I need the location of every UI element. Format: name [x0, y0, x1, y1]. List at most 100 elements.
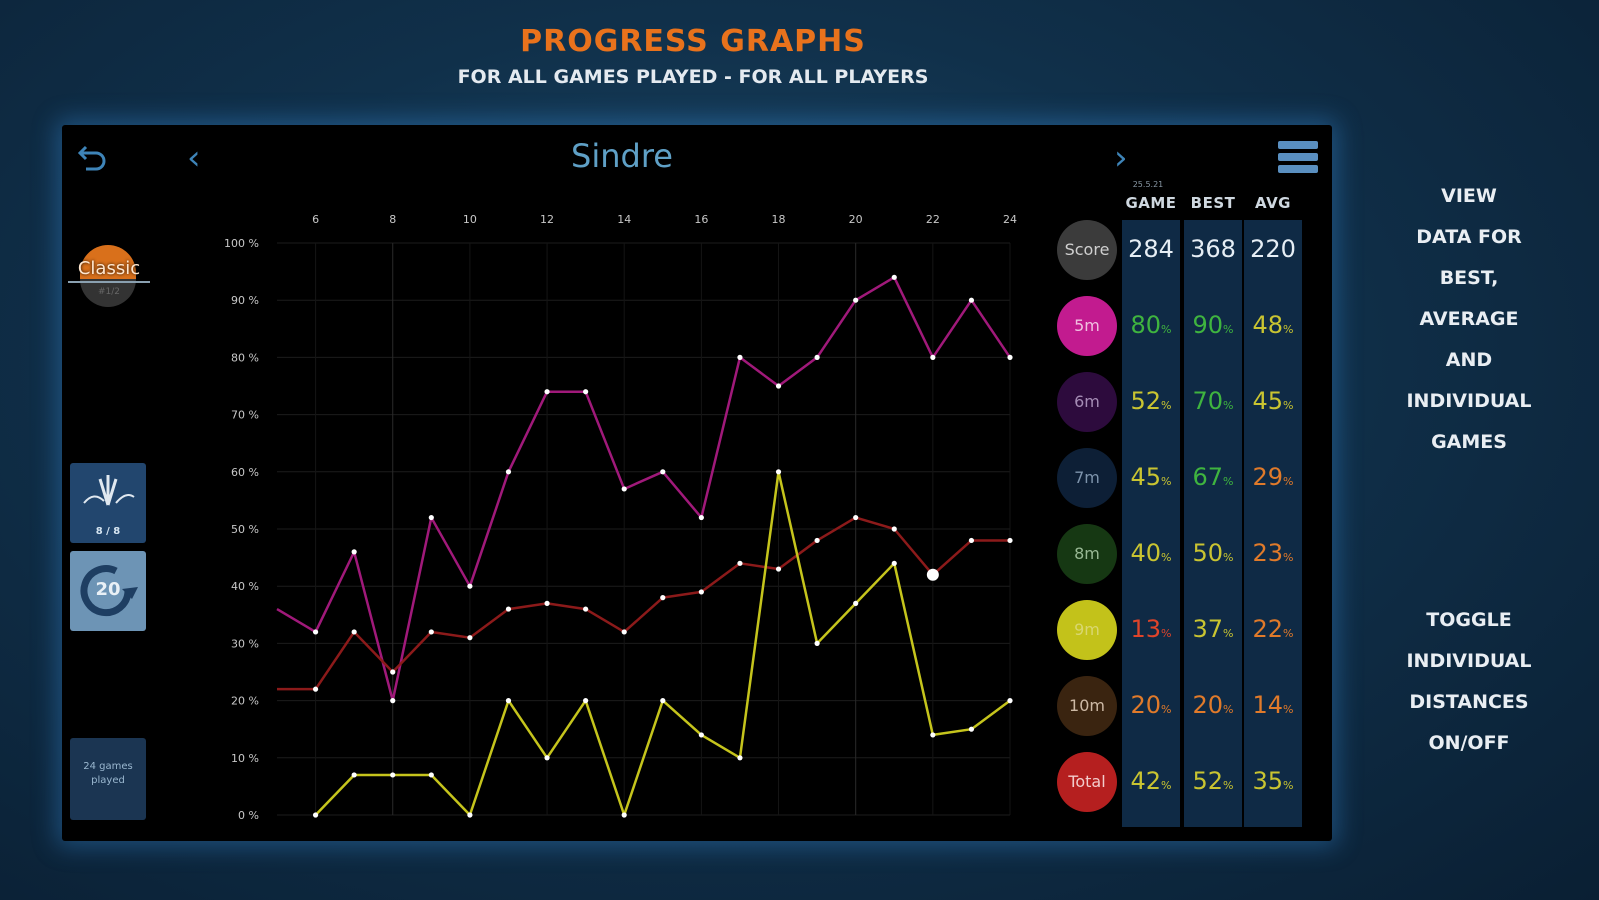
stat-value: 284	[1128, 235, 1174, 263]
stat-cell: 45%	[1122, 463, 1180, 491]
x-tick-label: 10	[463, 213, 477, 226]
distance-toggle-8m[interactable]: 8m	[1057, 524, 1117, 584]
percent-sign: %	[1223, 627, 1234, 640]
distance-toggle-9m[interactable]: 9m	[1057, 600, 1117, 660]
data-point	[660, 595, 666, 601]
data-point	[505, 698, 512, 704]
percent-sign: %	[1283, 627, 1294, 640]
distance-toggle-7m[interactable]: 7m	[1057, 448, 1117, 508]
data-point	[312, 629, 319, 635]
column-background	[1184, 220, 1242, 827]
data-point	[505, 606, 512, 612]
data-point	[891, 526, 897, 532]
stat-value: 42	[1130, 767, 1162, 795]
stat-cell: 52%	[1122, 387, 1180, 415]
back-arrow-icon[interactable]	[77, 143, 112, 173]
column-header-avg[interactable]: AVG	[1254, 194, 1291, 212]
data-point	[1007, 698, 1013, 704]
stat-value: 40	[1130, 539, 1162, 567]
column-header-best[interactable]: BEST	[1190, 194, 1236, 212]
data-point	[814, 354, 820, 360]
stat-cell: 13%	[1122, 615, 1180, 643]
stat-cell: 45%	[1244, 387, 1302, 415]
data-point	[891, 560, 897, 566]
stat-value: 52	[1192, 767, 1224, 795]
y-tick-label: 20 %	[231, 695, 259, 708]
stat-value: 50	[1192, 539, 1224, 567]
data-point	[505, 469, 512, 475]
stat-value: 90	[1192, 311, 1224, 339]
note-line: INDIVIDUAL	[1406, 650, 1532, 672]
data-point	[814, 537, 820, 544]
stat-value: 368	[1190, 235, 1236, 263]
percent-sign: %	[1161, 627, 1172, 640]
distance-toggle-10m[interactable]: 10m	[1057, 676, 1117, 736]
games-played-info: 24 games played	[70, 738, 146, 820]
data-point	[853, 514, 859, 521]
data-point	[312, 686, 319, 692]
percent-sign: %	[1223, 551, 1234, 564]
game-mode-badge[interactable]: Classic #1/2	[68, 245, 150, 325]
stat-cell: 220	[1244, 235, 1302, 263]
x-tick-label: 6	[312, 213, 319, 226]
replay-count-toggle[interactable]: 20	[70, 551, 146, 631]
data-point	[390, 698, 396, 704]
data-point	[390, 669, 396, 675]
stat-value: 22	[1252, 615, 1284, 643]
data-point	[968, 297, 975, 303]
note-line: AVERAGE	[1419, 308, 1519, 330]
stat-cell: 70%	[1184, 387, 1242, 415]
stat-cell: 67%	[1184, 463, 1242, 491]
y-tick-label: 70 %	[231, 409, 259, 422]
note-line: ON/OFF	[1428, 732, 1510, 754]
stat-cell: 35%	[1244, 767, 1302, 795]
menu-icon[interactable]	[1278, 141, 1318, 177]
percent-sign: %	[1283, 399, 1294, 412]
data-point	[698, 514, 704, 521]
chevron-right-icon[interactable]: ›	[1114, 138, 1128, 178]
data-point	[1007, 537, 1013, 544]
promo-title: PROGRESS GRAPHS	[520, 24, 866, 59]
data-point	[737, 755, 743, 761]
stat-value: 23	[1252, 539, 1284, 567]
y-tick-label: 80 %	[231, 351, 259, 364]
distance-toggle-6m[interactable]: 6m	[1057, 372, 1117, 432]
note-line: DATA FOR	[1416, 226, 1522, 248]
y-tick-label: 100 %	[224, 237, 259, 250]
stat-cell: 29%	[1244, 463, 1302, 491]
x-tick-label: 16	[694, 213, 708, 226]
chevron-left-icon[interactable]: ‹	[187, 138, 201, 178]
stat-value: 20	[1192, 691, 1224, 719]
stat-cell: 14%	[1244, 691, 1302, 719]
stat-cell: 284	[1122, 235, 1180, 263]
percent-sign: %	[1223, 475, 1234, 488]
percent-sign: %	[1161, 551, 1172, 564]
distance-toggle-score[interactable]: Score	[1057, 220, 1117, 280]
progress-chart: 0 % 10 % 20 % 30 % 40 % 50 % 60 % 70 % 80 % 90 % 1…	[224, 213, 1017, 822]
distance-toggle-5m[interactable]: 5m	[1057, 296, 1117, 356]
data-point	[428, 629, 434, 635]
data-point	[312, 812, 319, 818]
column-header-game[interactable]: GAME	[1125, 194, 1177, 212]
y-tick-label: 10 %	[231, 752, 259, 765]
distance-toggle-total[interactable]: Total	[1057, 752, 1117, 812]
data-point	[583, 698, 589, 704]
data-point	[544, 389, 550, 395]
stat-value: 14	[1252, 691, 1284, 719]
stat-value: 48	[1252, 311, 1284, 339]
selected-point	[926, 568, 939, 581]
note-line: TOGGLE	[1426, 609, 1512, 631]
percent-sign: %	[1283, 779, 1294, 792]
throw-style-toggle[interactable]: 8 / 8	[70, 463, 146, 543]
stat-value: 80	[1130, 311, 1162, 339]
stat-cell: 80%	[1122, 311, 1180, 339]
percent-sign: %	[1223, 703, 1234, 716]
data-point	[351, 549, 357, 555]
x-tick-label: 20	[849, 213, 863, 226]
stat-value: 67	[1192, 463, 1224, 491]
percent-sign: %	[1161, 475, 1172, 488]
stat-cell: 20%	[1184, 691, 1242, 719]
data-point	[351, 772, 357, 778]
data-point	[930, 732, 936, 738]
y-tick-label: 50 %	[231, 523, 259, 536]
